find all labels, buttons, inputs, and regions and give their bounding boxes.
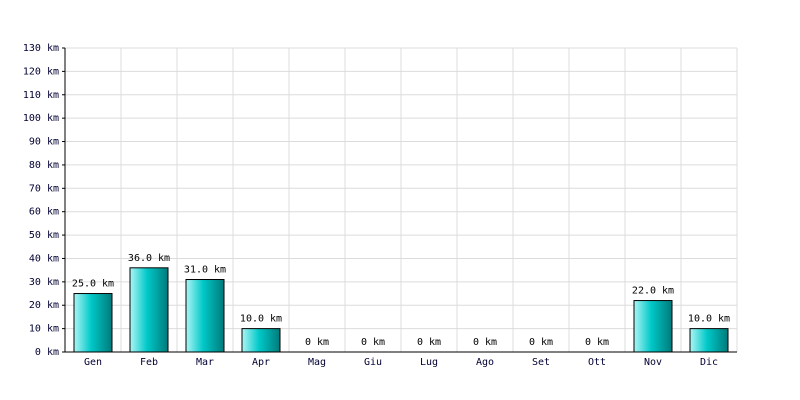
- x-tick-label: Set: [532, 357, 550, 368]
- value-label: 0 km: [585, 337, 609, 348]
- x-tick-label: Gen: [84, 357, 102, 368]
- value-label: 0 km: [305, 337, 329, 348]
- value-label: 0 km: [417, 337, 441, 348]
- y-tick-label: 120 km: [23, 66, 59, 77]
- y-tick-label: 10 km: [29, 324, 59, 335]
- bar: [689, 328, 729, 353]
- bar: [73, 293, 113, 353]
- value-label: 10.0 km: [688, 314, 730, 325]
- x-tick-label: Feb: [140, 357, 158, 368]
- x-tick-label: Ott: [588, 357, 606, 368]
- y-tick-label: 20 km: [29, 300, 59, 311]
- y-tick-label: 110 km: [23, 90, 59, 101]
- y-tick-label: 50 km: [29, 230, 59, 241]
- value-label: 10.0 km: [240, 314, 282, 325]
- value-label: 0 km: [529, 337, 553, 348]
- value-label: 31.0 km: [184, 265, 226, 276]
- y-tick-label: 90 km: [29, 137, 59, 148]
- value-label: 25.0 km: [72, 279, 114, 290]
- x-tick-label: Lug: [420, 357, 438, 368]
- value-label: 0 km: [473, 337, 497, 348]
- x-tick-label: Dic: [700, 357, 718, 368]
- y-tick-label: 40 km: [29, 253, 59, 264]
- x-tick-label: Apr: [252, 357, 270, 368]
- bar: [241, 328, 281, 353]
- value-label: 36.0 km: [128, 253, 170, 264]
- x-tick-label: Giu: [364, 357, 382, 368]
- y-tick-label: 100 km: [23, 113, 59, 124]
- bar: [185, 279, 225, 353]
- x-tick-label: Nov: [644, 357, 662, 368]
- value-label: 22.0 km: [632, 286, 674, 297]
- y-tick-label: 70 km: [29, 183, 59, 194]
- y-tick-label: 60 km: [29, 207, 59, 218]
- y-tick-label: 130 km: [23, 43, 59, 54]
- bar: [633, 300, 673, 353]
- value-label: 0 km: [361, 337, 385, 348]
- y-tick-label: 80 km: [29, 160, 59, 171]
- bar: [129, 267, 169, 353]
- x-tick-label: Mag: [308, 357, 326, 368]
- x-tick-label: Mar: [196, 357, 214, 368]
- y-tick-label: 0 km: [35, 347, 59, 358]
- x-tick-label: Ago: [476, 357, 494, 368]
- y-tick-label: 30 km: [29, 277, 59, 288]
